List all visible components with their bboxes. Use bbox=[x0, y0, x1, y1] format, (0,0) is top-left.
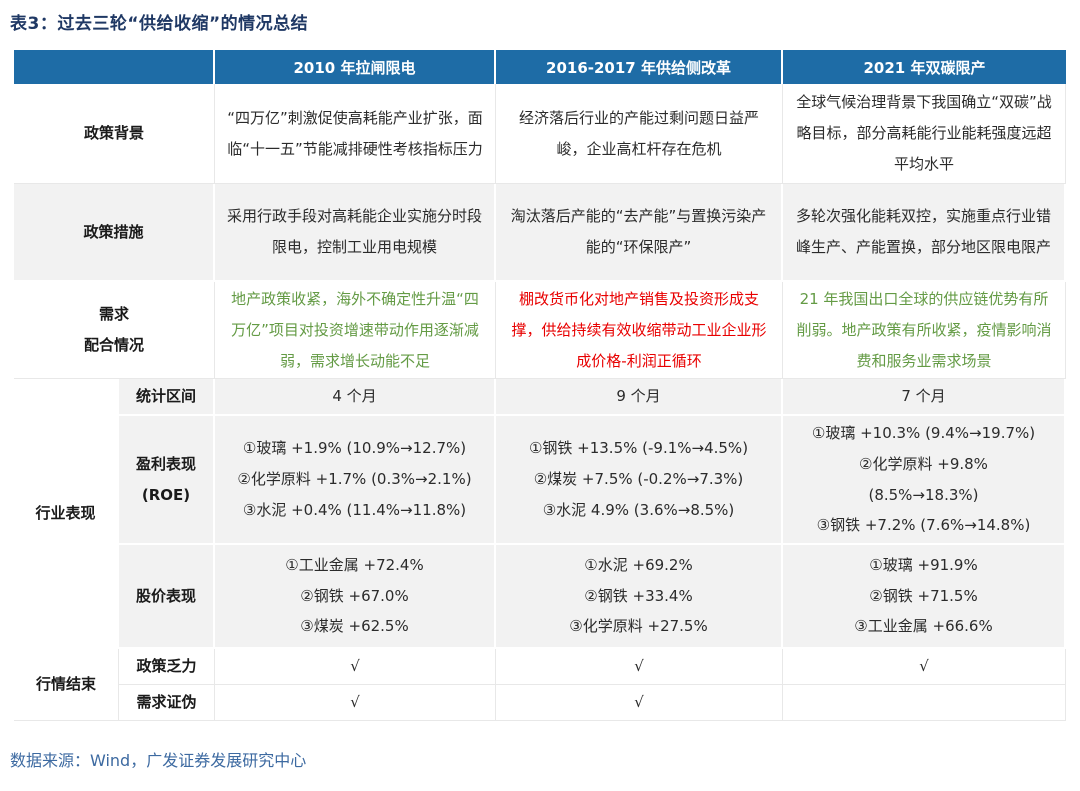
row-policy-background: 政策背景 “四万亿”刺激促使高耗能产业扩张，面临“十一五”节能减排硬性考核指标压… bbox=[14, 84, 1066, 184]
row-demand-falsified: 需求证伪 √ √ bbox=[14, 685, 1066, 721]
label-policy-measures: 政策措施 bbox=[14, 184, 215, 282]
row-demand-cooperation: 需求 配合情况 地产政策收紧，海外不确定性升温“四万亿”项目对投资增速带动作用逐… bbox=[14, 282, 1066, 380]
cell-stat-interval-2016: 9 个月 bbox=[496, 379, 783, 416]
label-stat-interval: 统计区间 bbox=[119, 379, 215, 416]
cell-demand-falsified-2016: √ bbox=[496, 685, 783, 721]
cell-roe-2010: ①玻璃 +1.9% (10.9%→12.7%) ②化学原料 +1.7% (0.3… bbox=[215, 416, 496, 545]
cell-stock-2021: ①玻璃 +91.9% ②钢铁 +71.5% ③工业金属 +66.6% bbox=[783, 545, 1066, 649]
cell-demand-falsified-2021 bbox=[783, 685, 1066, 721]
cell-policy-background-2010: “四万亿”刺激促使高耗能产业扩张，面临“十一五”节能减排硬性考核指标压力 bbox=[215, 84, 496, 184]
cell-demand-2021: 21 年我国出口全球的供应链优势有所削弱。地产政策有所收紧，疫情影响消费和服务业… bbox=[783, 282, 1066, 380]
cell-policy-measures-2016: 淘汰落后产能的“去产能”与置换污染产能的“环保限产” bbox=[496, 184, 783, 282]
row-policy-measures: 政策措施 采用行政手段对高耗能企业实施分时段限电，控制工业用电规模 淘汰落后产能… bbox=[14, 184, 1066, 282]
row-stock-performance: 股价表现 ①工业金属 +72.4% ②钢铁 +67.0% ③煤炭 +62.5% … bbox=[14, 545, 1066, 649]
header-2016-supply-side-reform: 2016-2017 年供给侧改革 bbox=[496, 50, 783, 84]
row-stat-interval: 行业表现 统计区间 4 个月 9 个月 7 个月 bbox=[14, 379, 1066, 649]
cell-policy-background-2021: 全球气候治理背景下我国确立“双碳”战略目标，部分高耗能行业能耗强度远超平均水平 bbox=[783, 84, 1066, 184]
cell-roe-2016: ①钢铁 +13.5% (-9.1%→4.5%) ②煤炭 +7.5% (-0.2%… bbox=[496, 416, 783, 545]
data-source-note: 数据来源：Wind，广发证券发展研究中心 bbox=[10, 751, 307, 770]
header-empty-cell bbox=[14, 50, 215, 84]
cell-policy-measures-2010: 采用行政手段对高耗能企业实施分时段限电，控制工业用电规模 bbox=[215, 184, 496, 282]
label-market-end: 行情结束 bbox=[14, 649, 119, 721]
table-title: 表3：过去三轮“供给收缩”的情况总结 bbox=[10, 14, 309, 34]
label-roe-performance: 盈利表现 (ROE) bbox=[119, 416, 215, 545]
row-roe-performance: 盈利表现 (ROE) ①玻璃 +1.9% (10.9%→12.7%) ②化学原料… bbox=[14, 416, 1066, 545]
supply-contraction-summary-table: 2010 年拉闸限电 2016-2017 年供给侧改革 2021 年双碳限产 政… bbox=[14, 50, 1066, 721]
row-policy-fatigue: 行情结束 政策乏力 √ √ √ bbox=[14, 649, 1066, 721]
cell-stat-interval-2021: 7 个月 bbox=[783, 379, 1066, 416]
cell-policy-fatigue-2021: √ bbox=[783, 649, 1066, 685]
header-2021-dual-carbon: 2021 年双碳限产 bbox=[783, 50, 1066, 84]
cell-policy-fatigue-2016: √ bbox=[496, 649, 783, 685]
cell-stat-interval-2010: 4 个月 bbox=[215, 379, 496, 416]
header-2010-power-rationing: 2010 年拉闸限电 bbox=[215, 50, 496, 84]
header-row: 2010 年拉闸限电 2016-2017 年供给侧改革 2021 年双碳限产 bbox=[14, 50, 1066, 84]
cell-policy-fatigue-2010: √ bbox=[215, 649, 496, 685]
label-policy-background: 政策背景 bbox=[14, 84, 215, 184]
cell-roe-2021: ①玻璃 +10.3% (9.4%→19.7%) ②化学原料 +9.8% (8.5… bbox=[783, 416, 1066, 545]
cell-stock-2016: ①水泥 +69.2% ②钢铁 +33.4% ③化学原料 +27.5% bbox=[496, 545, 783, 649]
cell-policy-measures-2021: 多轮次强化能耗双控，实施重点行业错峰生产、产能置换，部分地区限电限产 bbox=[783, 184, 1066, 282]
label-stock-performance: 股价表现 bbox=[119, 545, 215, 649]
cell-demand-2016: 棚改货币化对地产销售及投资形成支撑，供给持续有效收缩带动工业企业形成价格-利润正… bbox=[496, 282, 783, 380]
label-demand-falsified: 需求证伪 bbox=[119, 685, 215, 721]
cell-policy-background-2016: 经济落后行业的产能过剩问题日益严峻，企业高杠杆存在危机 bbox=[496, 84, 783, 184]
cell-demand-2010: 地产政策收紧，海外不确定性升温“四万亿”项目对投资增速带动作用逐渐减弱，需求增长… bbox=[215, 282, 496, 380]
label-demand-cooperation: 需求 配合情况 bbox=[14, 282, 215, 380]
label-industry-performance: 行业表现 bbox=[14, 379, 119, 649]
cell-demand-falsified-2010: √ bbox=[215, 685, 496, 721]
label-policy-fatigue: 政策乏力 bbox=[119, 649, 215, 685]
cell-stock-2010: ①工业金属 +72.4% ②钢铁 +67.0% ③煤炭 +62.5% bbox=[215, 545, 496, 649]
